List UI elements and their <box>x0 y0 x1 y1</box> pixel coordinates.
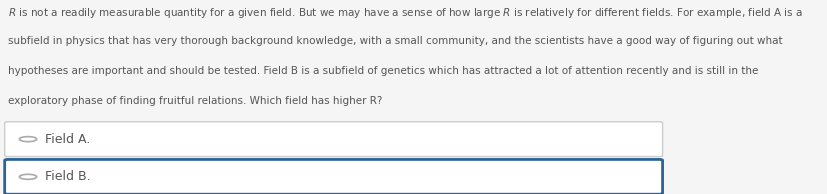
Text: Field A.: Field A. <box>45 133 90 146</box>
Text: hypotheses are important and should be tested. Field B is a subfield of genetics: hypotheses are important and should be t… <box>8 66 758 76</box>
Text: subfield in physics that has very thorough background knowledge, with a small co: subfield in physics that has very thorou… <box>8 36 782 46</box>
Text: $\mathit{R}$ is not a readily measurable quantity for a given field. But we may : $\mathit{R}$ is not a readily measurable… <box>8 6 802 20</box>
Text: exploratory phase of finding fruitful relations. Which field has higher R?: exploratory phase of finding fruitful re… <box>8 96 382 106</box>
Circle shape <box>19 174 36 179</box>
Text: Field B.: Field B. <box>45 170 90 183</box>
Circle shape <box>19 137 36 142</box>
FancyBboxPatch shape <box>5 159 662 194</box>
FancyBboxPatch shape <box>5 122 662 157</box>
